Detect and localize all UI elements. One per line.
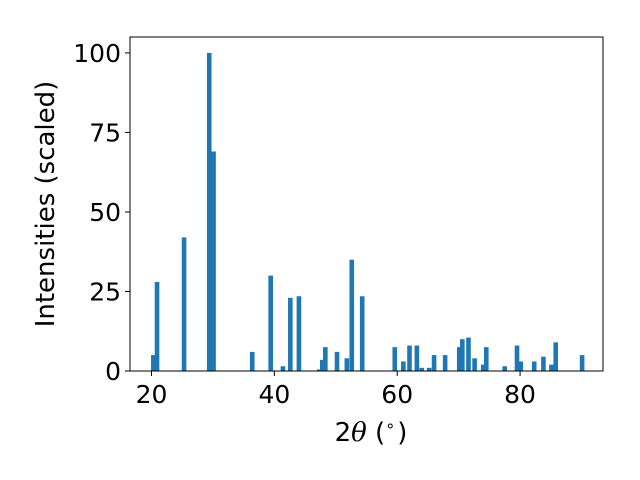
bar-10 [316,369,322,371]
x-axis-title-prefix: 2 [335,418,352,448]
bar-21 [419,367,425,371]
bar-4 [211,151,216,371]
bar-35 [541,356,546,371]
y-tick-label: 75 [89,118,121,147]
bar-24 [442,355,448,371]
x-tick-label: 40 [258,380,290,409]
bar-22 [426,367,432,371]
y-tick-label: 50 [89,198,121,227]
y-axis-title: Intensities (scaled) [31,81,61,328]
bar-37 [553,342,558,371]
bar-36 [549,364,554,371]
bar-15 [349,259,355,371]
bar-14 [344,358,350,371]
bar-3 [206,52,212,372]
y-tick-label: 100 [73,39,121,68]
bar-18 [401,361,406,371]
bars-group [151,52,585,372]
bar-12 [323,347,328,371]
bar-1 [154,281,160,371]
bar-29 [480,364,486,371]
bar-33 [518,361,523,371]
bar-30 [483,347,489,371]
bar-0 [151,355,156,371]
x-axis-title-degree: ∘ [385,416,395,435]
bar-13 [334,351,340,371]
bar-17 [392,347,398,371]
y-axis: 0 25 50 75 100 [73,39,130,386]
x-axis-title-close: ) [397,418,407,448]
y-tick-label: 0 [105,357,121,386]
bar-7 [280,366,286,371]
bar-6 [268,275,273,371]
x-axis-title: 2θ (∘) [335,416,408,448]
bar-19 [407,345,412,371]
x-tick-label: 20 [136,380,168,409]
bar-8 [288,297,293,371]
plot-frame [129,36,604,372]
bar-11 [319,359,325,371]
bar-23 [431,355,437,371]
x-tick-label: 60 [381,380,413,409]
x-axis: 20 40 60 80 [136,371,536,409]
bar-38 [579,355,585,371]
bar-2 [181,237,187,371]
bar-16 [359,296,365,371]
bar-20 [414,345,420,371]
bar-27 [466,337,471,371]
x-tick-label: 80 [504,380,536,409]
x-axis-title-open: ( [367,418,385,448]
x-axis-title-symbol: θ [351,418,367,448]
bar-26 [460,339,465,371]
bar-25 [456,347,462,371]
bar-28 [472,358,477,371]
bar-5 [249,351,255,371]
bar-9 [296,296,302,371]
bar-34 [531,361,537,371]
y-tick-label: 25 [89,277,121,306]
bar-31 [502,366,508,371]
bar-32 [514,345,520,371]
